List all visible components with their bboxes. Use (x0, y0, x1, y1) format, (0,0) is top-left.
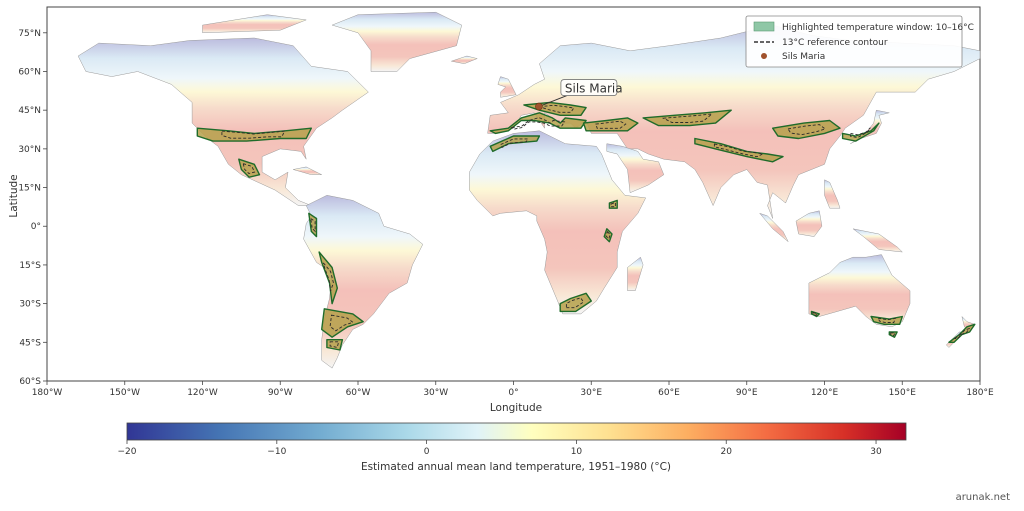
colorbar-ticks: −20 −10 0 10 20 30 (118, 440, 882, 457)
sils-maria-point (535, 102, 543, 111)
annotation-leader-line (538, 95, 568, 108)
colorbar-tick-label: 30 (870, 447, 882, 457)
contour-north-africa (500, 138, 529, 149)
y-tick-label: 30°N (18, 145, 41, 155)
legend-item-window: Highlighted temperature window: 10–16°C (782, 23, 974, 33)
window-patagonia-south (326, 339, 344, 351)
x-tick-label: 150°W (109, 388, 140, 398)
x-axis-title: Longitude (490, 402, 542, 414)
legend: Highlighted temperature window: 10–16°C … (745, 15, 974, 68)
land-iceland (450, 55, 479, 64)
window-south-africa (559, 292, 592, 313)
colorbar-title: Estimated annual mean land temperature, … (361, 461, 671, 473)
temperature-window-layer (196, 101, 976, 351)
watermark: arunak.net (955, 492, 1010, 503)
contour-mexico-highlands (242, 162, 256, 174)
y-tick-label: 60°N (18, 67, 41, 77)
contour-central-asia (661, 113, 714, 123)
x-tick-label: 0° (508, 388, 518, 398)
y-tick-label: 75°N (18, 29, 41, 39)
contour-north-china (787, 124, 827, 136)
x-tick-label: 30°E (580, 388, 602, 398)
x-tick-label: 60°W (346, 388, 371, 398)
window-japan-korea (841, 122, 880, 142)
land-arabia (606, 143, 665, 194)
contour-tasmania (890, 332, 896, 337)
land-japan (850, 109, 890, 144)
colorbar-tick-label: 20 (721, 447, 733, 457)
contour-new-zealand (953, 327, 971, 339)
window-east-africa (603, 228, 613, 243)
x-tick-label: 120°W (187, 388, 218, 398)
colorbar: −20 −10 0 10 20 30 Estimated annual mean land… (118, 422, 907, 473)
land-arctic-islands (202, 14, 308, 34)
x-tick-label: 150°E (889, 388, 917, 398)
annotation-label: Sils Maria (565, 82, 623, 96)
legend-patch-swatch (753, 21, 775, 32)
land-africa (469, 130, 647, 315)
contour-usa-south (221, 130, 286, 139)
land-borneo (795, 210, 823, 237)
contour-patagonia-south (329, 341, 340, 348)
legend-point-swatch (761, 53, 767, 59)
land-philippines (824, 179, 841, 209)
sils-maria-annotation: Sils Maria (535, 79, 623, 111)
x-tick-label: 90°E (736, 388, 758, 398)
x-axis-ticks: 180°W 150°W 120°W 90°W 60°W 30°W 0° 30°E 60°E 90°… (32, 381, 994, 398)
contour-alps-balkans (539, 104, 575, 113)
colorbar-tick-label: −10 (267, 447, 286, 457)
contour-se-australia (877, 317, 896, 323)
y-tick-label: 15°S (19, 261, 41, 271)
x-tick-label: 180°W (32, 388, 63, 398)
y-axis-ticks: 75°N 60°N 45°N 30°N 15°N 0° 15°S 30°S 45°S 60°S (18, 29, 47, 387)
contour-andes-north (310, 217, 316, 233)
window-patagonia-chile (321, 308, 364, 338)
y-tick-label: 45°S (19, 338, 41, 348)
land-layer (77, 11, 981, 369)
land-madagascar (627, 256, 644, 291)
legend-box (745, 15, 963, 68)
land-greenland (331, 11, 462, 72)
y-tick-label: 30°S (19, 300, 41, 310)
y-axis-title: Latitude (8, 174, 20, 217)
land-uk (497, 76, 517, 98)
land-cuba (293, 166, 322, 175)
x-tick-label: 90°W (268, 388, 293, 398)
window-north-china (772, 119, 841, 140)
y-tick-label: 45°N (18, 106, 41, 116)
contour-east-africa (605, 230, 611, 240)
legend-item-contour: 13°C reference contour (782, 38, 888, 48)
contour-himalaya-front (713, 143, 765, 158)
colorbar-tick-label: 0 (424, 447, 430, 457)
window-north-africa (489, 135, 541, 153)
y-tick-label: 15°N (18, 184, 41, 194)
x-tick-label: 180°E (966, 388, 994, 398)
colorbar-gradient (126, 422, 907, 441)
y-tick-label: 0° (31, 222, 41, 232)
land-australia (808, 254, 911, 328)
x-tick-label: 30°W (423, 388, 448, 398)
contour-sw-australia (812, 311, 819, 316)
annotation-box (560, 79, 618, 96)
x-tick-label: 120°E (811, 388, 839, 398)
contour-andes-central (322, 262, 334, 292)
land-north-america (77, 37, 369, 206)
land-new-guinea (852, 228, 903, 253)
land-sumatra (758, 212, 789, 242)
x-tick-label: 60°E (658, 388, 680, 398)
y-tick-label: 60°S (19, 377, 41, 387)
contour-iberia-mediterranean (510, 117, 566, 130)
contour-patagonia-chile (329, 314, 354, 332)
legend-item-point: Sils Maria (782, 52, 825, 62)
colorbar-tick-label: 10 (571, 447, 583, 457)
colorbar-tick-label: −20 (118, 447, 137, 457)
